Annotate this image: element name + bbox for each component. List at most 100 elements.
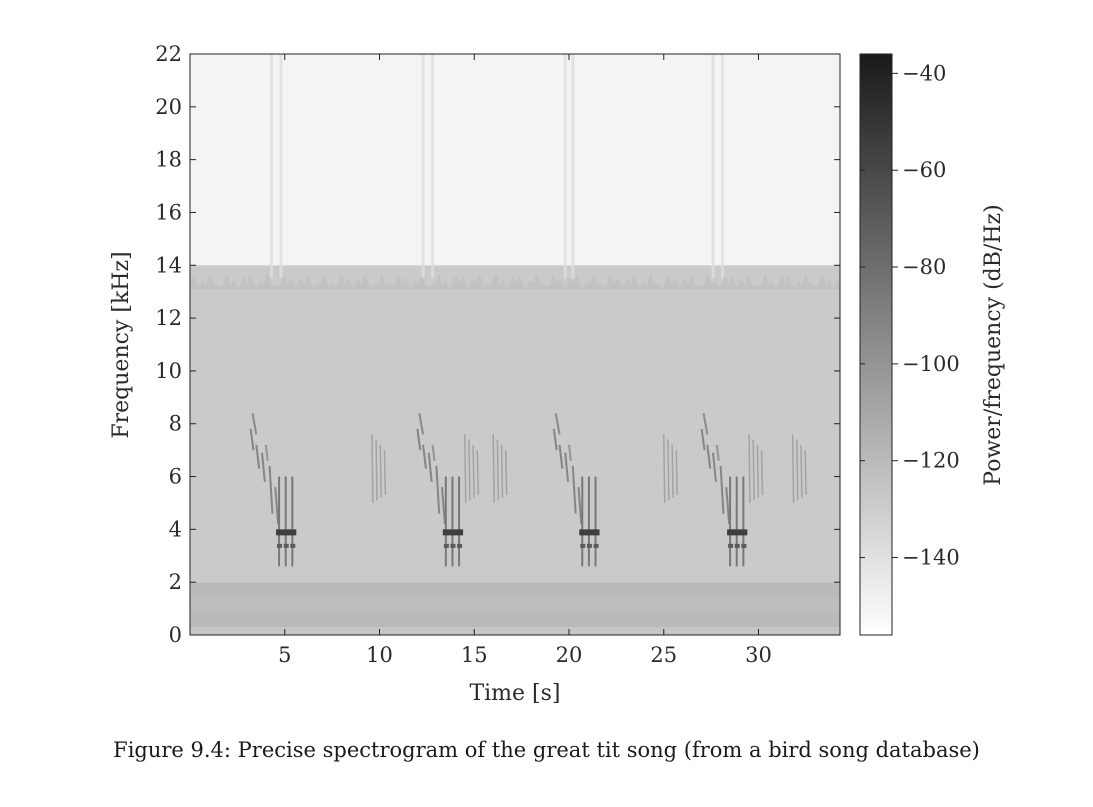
fragment-stroke [804,450,807,496]
syllable-chirp [719,465,725,514]
fragment-stroke [671,444,674,498]
syllable-chirp [571,465,577,514]
colorbar-tick-label: −120 [902,449,960,473]
fragment-stroke [375,439,378,501]
low-frequency-noise [190,598,840,612]
syllable-chirp [725,487,731,525]
colorbar-tick-label: −80 [902,255,946,279]
song-fragment [663,434,678,503]
colorbar-gradient [859,53,893,636]
song-fragment [492,434,508,503]
syllable-chirp [564,452,570,482]
colorbar-ticks: −40 −60 −80 −100 −120 −140 [860,61,960,570]
syllable-upper [264,444,269,461]
y-axis-ticks: 0 2 4 6 8 10 12 14 16 18 20 22 [155,42,840,647]
fragment-stroke [675,450,678,496]
syllable-upper [554,412,561,435]
syllable-chirp [274,487,280,525]
syllable-peak [592,529,600,536]
syllable-harmonic [728,543,734,548]
syllable-chirp [577,487,583,525]
syllable-chirp [435,465,441,514]
fragment-stroke [464,434,467,503]
song-fragment [748,434,764,503]
y-tick-label: 18 [155,148,182,172]
broadband-click [421,54,425,279]
broadband-click [279,54,283,279]
syllable-peak [282,529,290,536]
x-axis-ticks: 5 10 15 20 25 30 [278,54,772,667]
bottom-noise [190,627,840,635]
syllable-harmonic [283,543,289,548]
broadband-click [431,54,435,279]
y-tick-label: 10 [155,359,182,383]
syllable-harmonic [443,543,449,548]
syllable-upper [418,412,425,435]
y-tick-label: 16 [155,200,182,224]
y-tick-label: 4 [169,517,182,541]
syllable-upper [702,412,709,435]
y-axis-label: Frequency [kHz] [109,251,134,438]
fragment-stroke [504,450,508,496]
fragment-stroke [492,434,495,503]
broadband-click [563,54,567,279]
syllable-peak [727,529,735,536]
fragment-stroke [496,439,500,501]
syllable-upper [431,444,436,461]
x-axis-label: Time [s] [469,681,560,706]
spectrogram-image [190,54,840,635]
song-fragment [464,434,479,503]
syllable-peak [289,529,297,536]
song-phrase [416,412,464,567]
fragment-stroke [800,444,803,498]
fragment-stroke [663,434,666,503]
fragment-stroke [752,439,755,501]
syllable-chirp [261,452,266,482]
broadband-click [721,54,725,279]
syllable-chirp [249,428,255,451]
fragment-stroke [383,450,387,496]
y-tick-label: 22 [155,42,182,66]
syllable-harmonic [457,543,463,548]
broadband-click [711,54,715,279]
y-tick-label: 12 [155,306,182,330]
song-phrase [700,412,748,567]
x-tick-label: 20 [556,643,583,667]
figure-caption: Figure 9.4: Precise spectrogram of the g… [113,738,980,762]
fragment-stroke [756,444,760,498]
colorbar-label: Power/frequency (dB/Hz) [981,204,1006,485]
fragment-stroke [476,450,479,496]
x-tick-label: 10 [366,643,393,667]
syllable-harmonic [586,543,592,548]
song-fragment [791,434,807,503]
x-tick-label: 30 [745,643,772,667]
colorbar-tick-label: −60 [902,158,946,182]
fragment-stroke [500,444,504,498]
syllable-chirp [700,428,706,451]
syllable-chirp [422,444,427,469]
colorbar-tick-label: −100 [902,352,960,376]
song-fragment [371,434,387,503]
fragment-stroke [371,434,374,503]
syllable-chirp [558,444,564,469]
spectrogram-plot: 5 10 15 20 25 30 0 2 4 6 8 10 12 14 16 18 20 22 Time [s]… [109,42,841,706]
syllable-chirp [427,452,433,482]
syllable-chirp [441,487,446,525]
syllable-harmonic [734,543,740,548]
fragment-stroke [760,450,764,496]
syllable-harmonic [580,543,586,548]
cutoff-edge [190,273,840,290]
syllable-harmonic [450,543,456,548]
syllable-upper [251,412,258,435]
syllable-peak [442,529,450,536]
colorbar-tick-label: −40 [902,61,946,85]
fragment-stroke [472,444,475,498]
syllable-peak [740,529,748,536]
plot-frame [189,53,841,636]
syllable-peak [456,529,464,536]
fragment-stroke [667,439,670,501]
fragment-stroke [796,439,799,501]
x-tick-label: 15 [461,643,488,667]
syllable-harmonic [290,543,296,548]
